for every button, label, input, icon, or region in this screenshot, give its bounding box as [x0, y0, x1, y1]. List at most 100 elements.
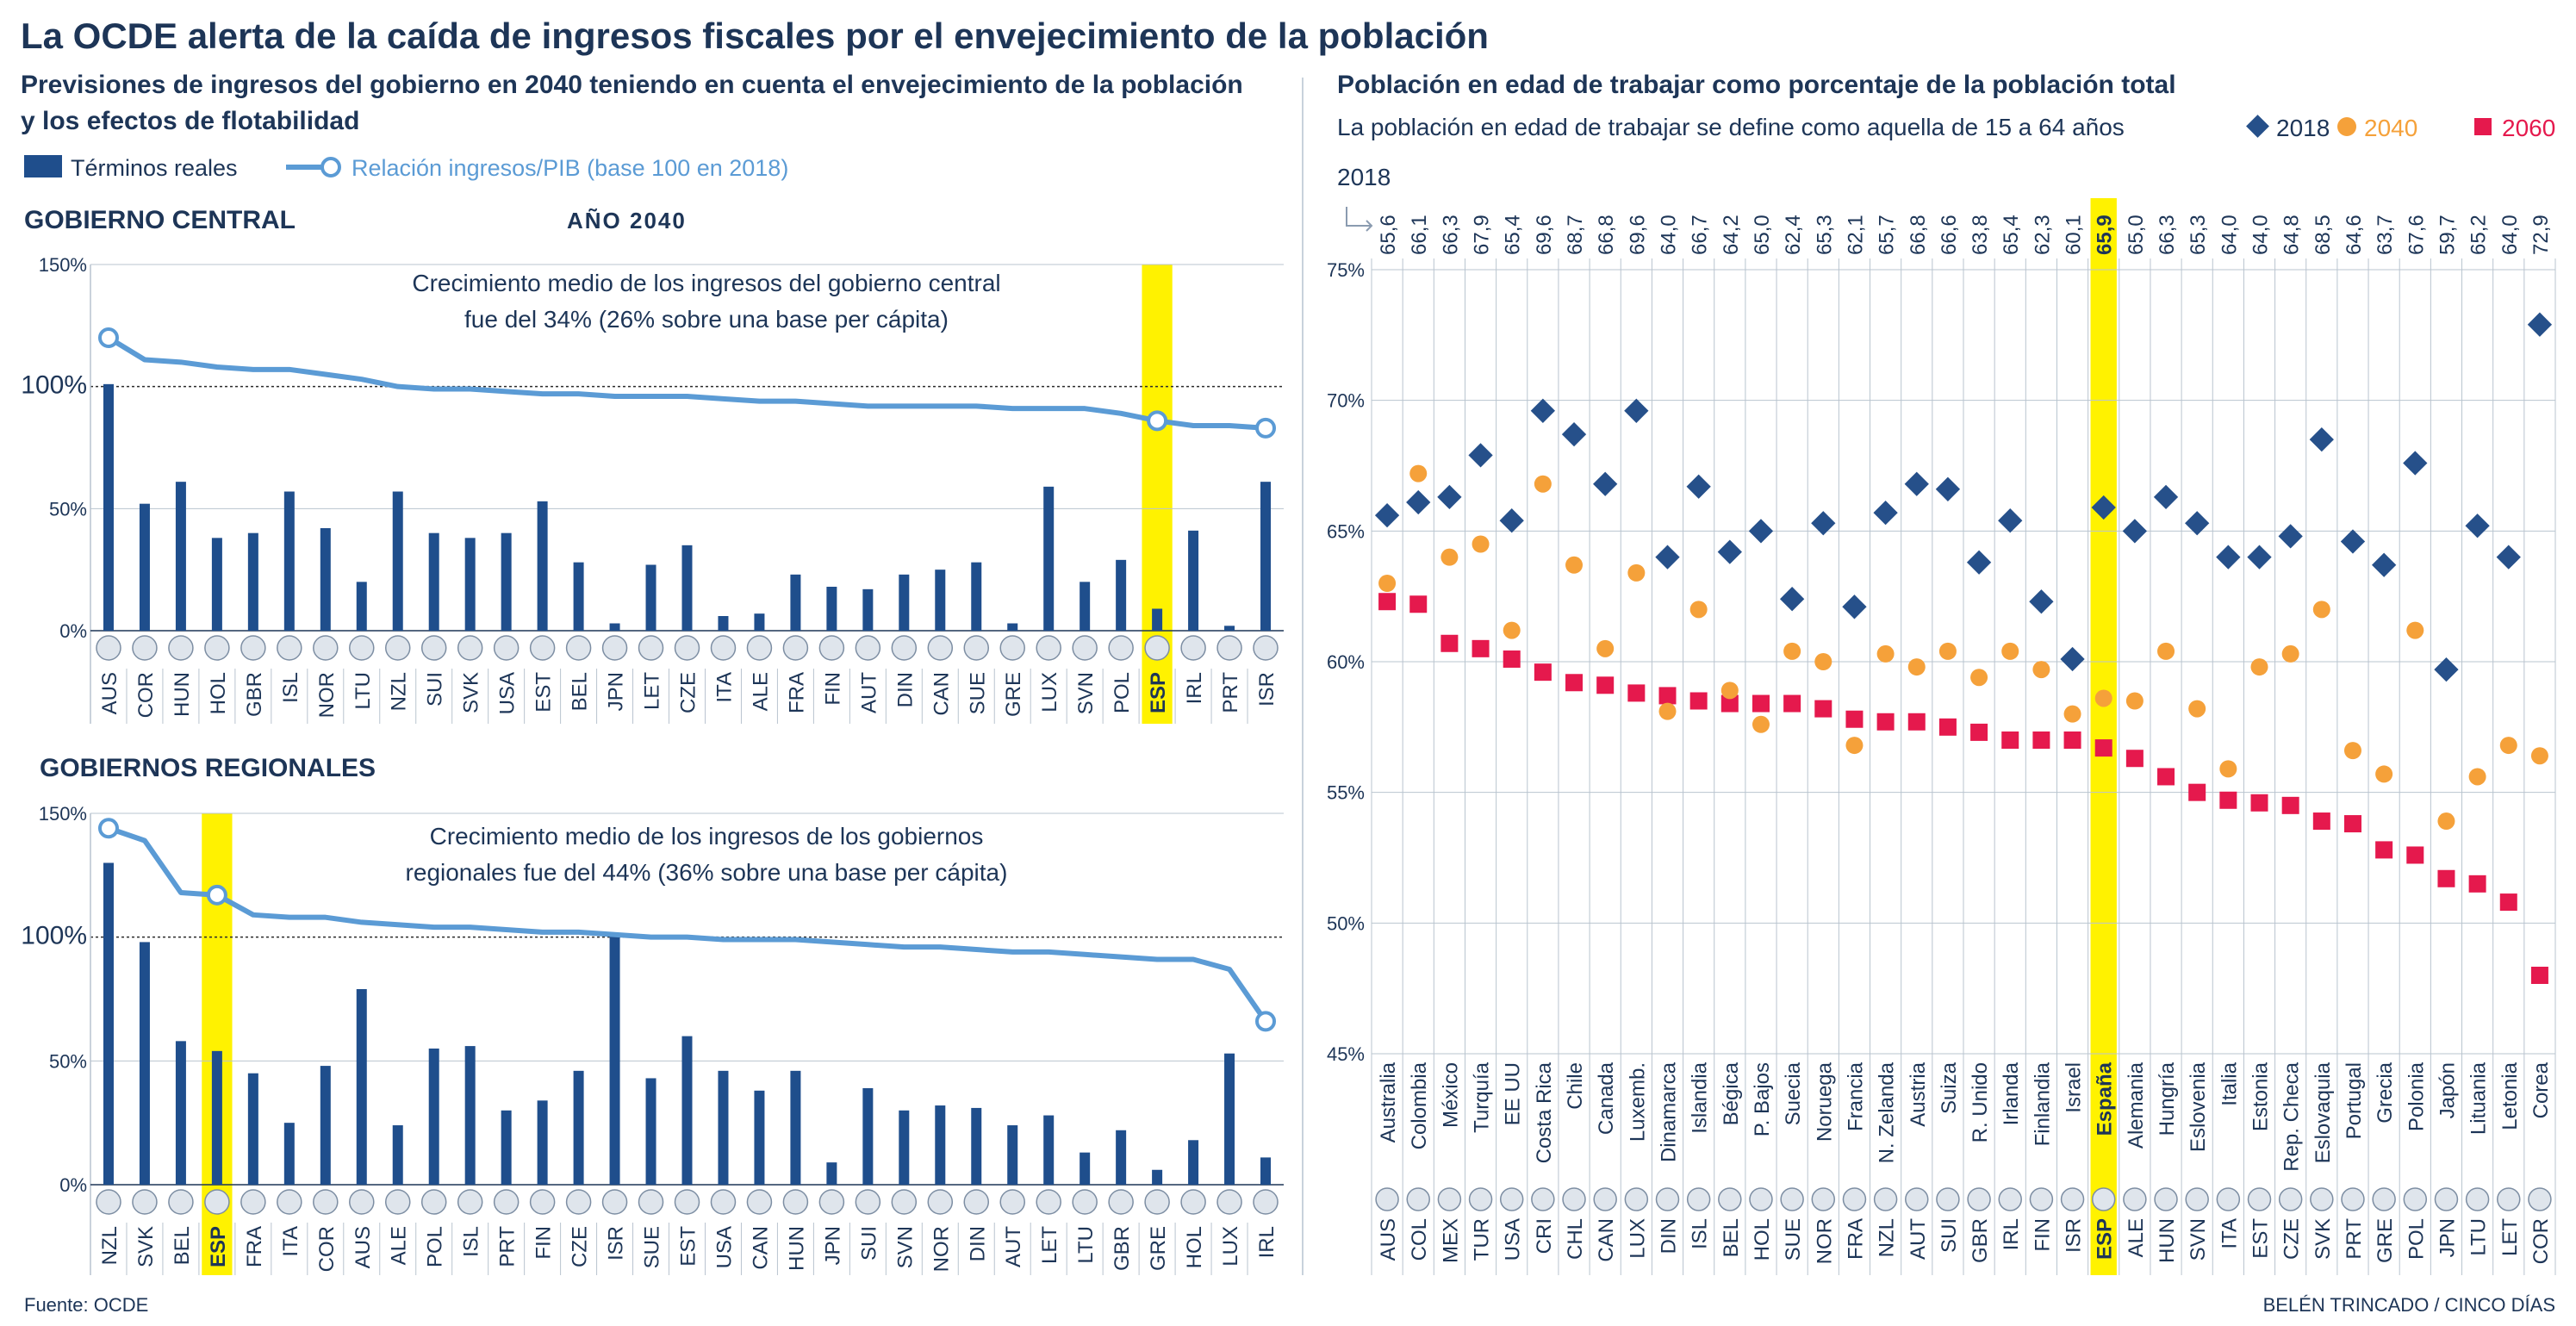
top-value-label: 65,9 [2094, 215, 2117, 255]
bar-nor [935, 1105, 946, 1185]
y-tick-label: 75% [1327, 259, 1365, 281]
bar-hun [175, 482, 186, 631]
flag-pol-icon [420, 1189, 447, 1215]
bar-svn [1080, 582, 1091, 631]
flag-sue-icon [1780, 1187, 1804, 1211]
flag-ltu-icon [349, 635, 375, 661]
point-2018-gbr [1966, 550, 1992, 575]
bar-bel [573, 562, 584, 631]
country-code-label: AUT [1907, 1218, 1930, 1260]
flag-sue-icon [963, 635, 990, 661]
flag-chl-icon [1562, 1187, 1586, 1211]
country-code-label: ISR [2063, 1218, 2086, 1253]
point-2040-est [2250, 658, 2268, 676]
category-label: PRT [496, 1226, 520, 1267]
bar-aut [862, 588, 874, 631]
bar-svk [139, 942, 150, 1185]
point-2060-nzl [1876, 713, 1895, 731]
country-code-label: USA [1502, 1218, 1525, 1261]
country-code-label: SVN [2187, 1218, 2210, 1261]
y-tick-label: 65% [1327, 520, 1365, 542]
flag-svn-icon [1072, 635, 1098, 661]
flag-fra-icon [1842, 1187, 1867, 1211]
flag-cor-icon [132, 635, 158, 661]
flag-fin-icon [818, 635, 845, 661]
flag-usa-icon [1499, 1187, 1524, 1211]
point-2040-let [2499, 737, 2517, 755]
flag-col-icon [1406, 1187, 1430, 1211]
top-value-label: 66,3 [2156, 215, 2179, 255]
category-label: FIN [532, 1226, 556, 1260]
flag-fin-icon [2029, 1187, 2054, 1211]
bar-gre [1152, 1169, 1163, 1185]
category-label: BEL [171, 1226, 194, 1265]
country-name-label: Turquía [1471, 1061, 1494, 1132]
category-label: NZL [388, 672, 411, 711]
category-label: NOR [315, 672, 339, 718]
category-label: SUI [857, 1226, 880, 1261]
point-2060-esp [2094, 739, 2112, 757]
bar-fin [826, 587, 837, 631]
regional-government-chart: 0% 50% 100% 150% NZL SVK BEL ESP FRA ITA COR AUS ALE… [21, 803, 1284, 1275]
point-2040-usa [1503, 621, 1521, 639]
flag-aut-icon [855, 635, 881, 661]
flag-esp-icon [2091, 1187, 2116, 1211]
legend-2060-label: 2060 [2502, 115, 2555, 141]
category-label: CZE [569, 1226, 592, 1267]
flag-fra-icon [240, 1189, 266, 1215]
category-label: SUI [424, 672, 447, 707]
country-code-label: CZE [2280, 1218, 2304, 1260]
country-name-label: Corea [2529, 1061, 2553, 1118]
category-label: LTU [1074, 1226, 1098, 1264]
point-2060-sue [1783, 694, 1801, 713]
point-2040-din [1658, 702, 1677, 720]
country-name-label: Italia [2218, 1061, 2241, 1105]
y-tick-label: 70% [1327, 390, 1365, 412]
category-label: COR [315, 1226, 339, 1272]
point-2060-isl [1689, 692, 1708, 710]
country-code-label: LET [2498, 1218, 2522, 1256]
point-2040-cri [1534, 475, 1552, 493]
country-code-label: LTU [2467, 1218, 2491, 1256]
flag-hun-icon [2154, 1187, 2178, 1211]
category-label: ITA [712, 672, 736, 703]
bar-isr [609, 934, 620, 1185]
flag-isl-icon [277, 635, 302, 661]
top-axis-year: 2018 [1337, 164, 1391, 190]
point-2040-fin [2032, 661, 2050, 679]
flag-gre-icon [2372, 1187, 2396, 1211]
point-2040-sue [1783, 642, 1801, 660]
country-code-label: HUN [2156, 1218, 2179, 1263]
point-2060-hun [2157, 768, 2175, 786]
point-2040-cze [2281, 644, 2299, 663]
legend-2040-marker [2337, 117, 2356, 136]
category-label: ISL [460, 1226, 483, 1257]
bar-nzl [103, 862, 114, 1185]
flag-irl-icon [1253, 1189, 1279, 1215]
category-label: ALE [749, 672, 772, 711]
top-value-label: 69,6 [1533, 215, 1556, 255]
country-code-label: ESP [2094, 1218, 2117, 1260]
flag-aus-icon [1375, 1187, 1399, 1211]
country-code-label: FRA [1844, 1218, 1867, 1260]
flag-esp-icon [204, 1189, 230, 1215]
top-value-label: 65,3 [2187, 215, 2210, 255]
point-2040-aut [1907, 658, 1926, 676]
flag-let-icon [638, 635, 664, 661]
point-2060-gbr [1970, 723, 1988, 741]
point-2060-pol [2406, 846, 2424, 864]
category-label: USA [712, 1226, 736, 1268]
point-2060-jpn [2437, 869, 2455, 887]
country-name-label: Bégica [1720, 1061, 1743, 1125]
flag-gre-icon [1144, 1189, 1170, 1215]
category-label: LET [1038, 1226, 1061, 1264]
point-2018-jpn [2434, 657, 2459, 682]
annotation-line2: regionales fue del 44% (36% sobre una ba… [406, 859, 1008, 886]
top-value-label: 66,8 [1907, 215, 1930, 255]
flag-irl-icon [1998, 1187, 2022, 1211]
point-2060-usa [1503, 650, 1521, 668]
category-label: GRE [1002, 672, 1025, 717]
point-2040-svk [2312, 601, 2330, 619]
category-label: BEL [569, 672, 592, 711]
flag-hun-icon [168, 635, 194, 661]
